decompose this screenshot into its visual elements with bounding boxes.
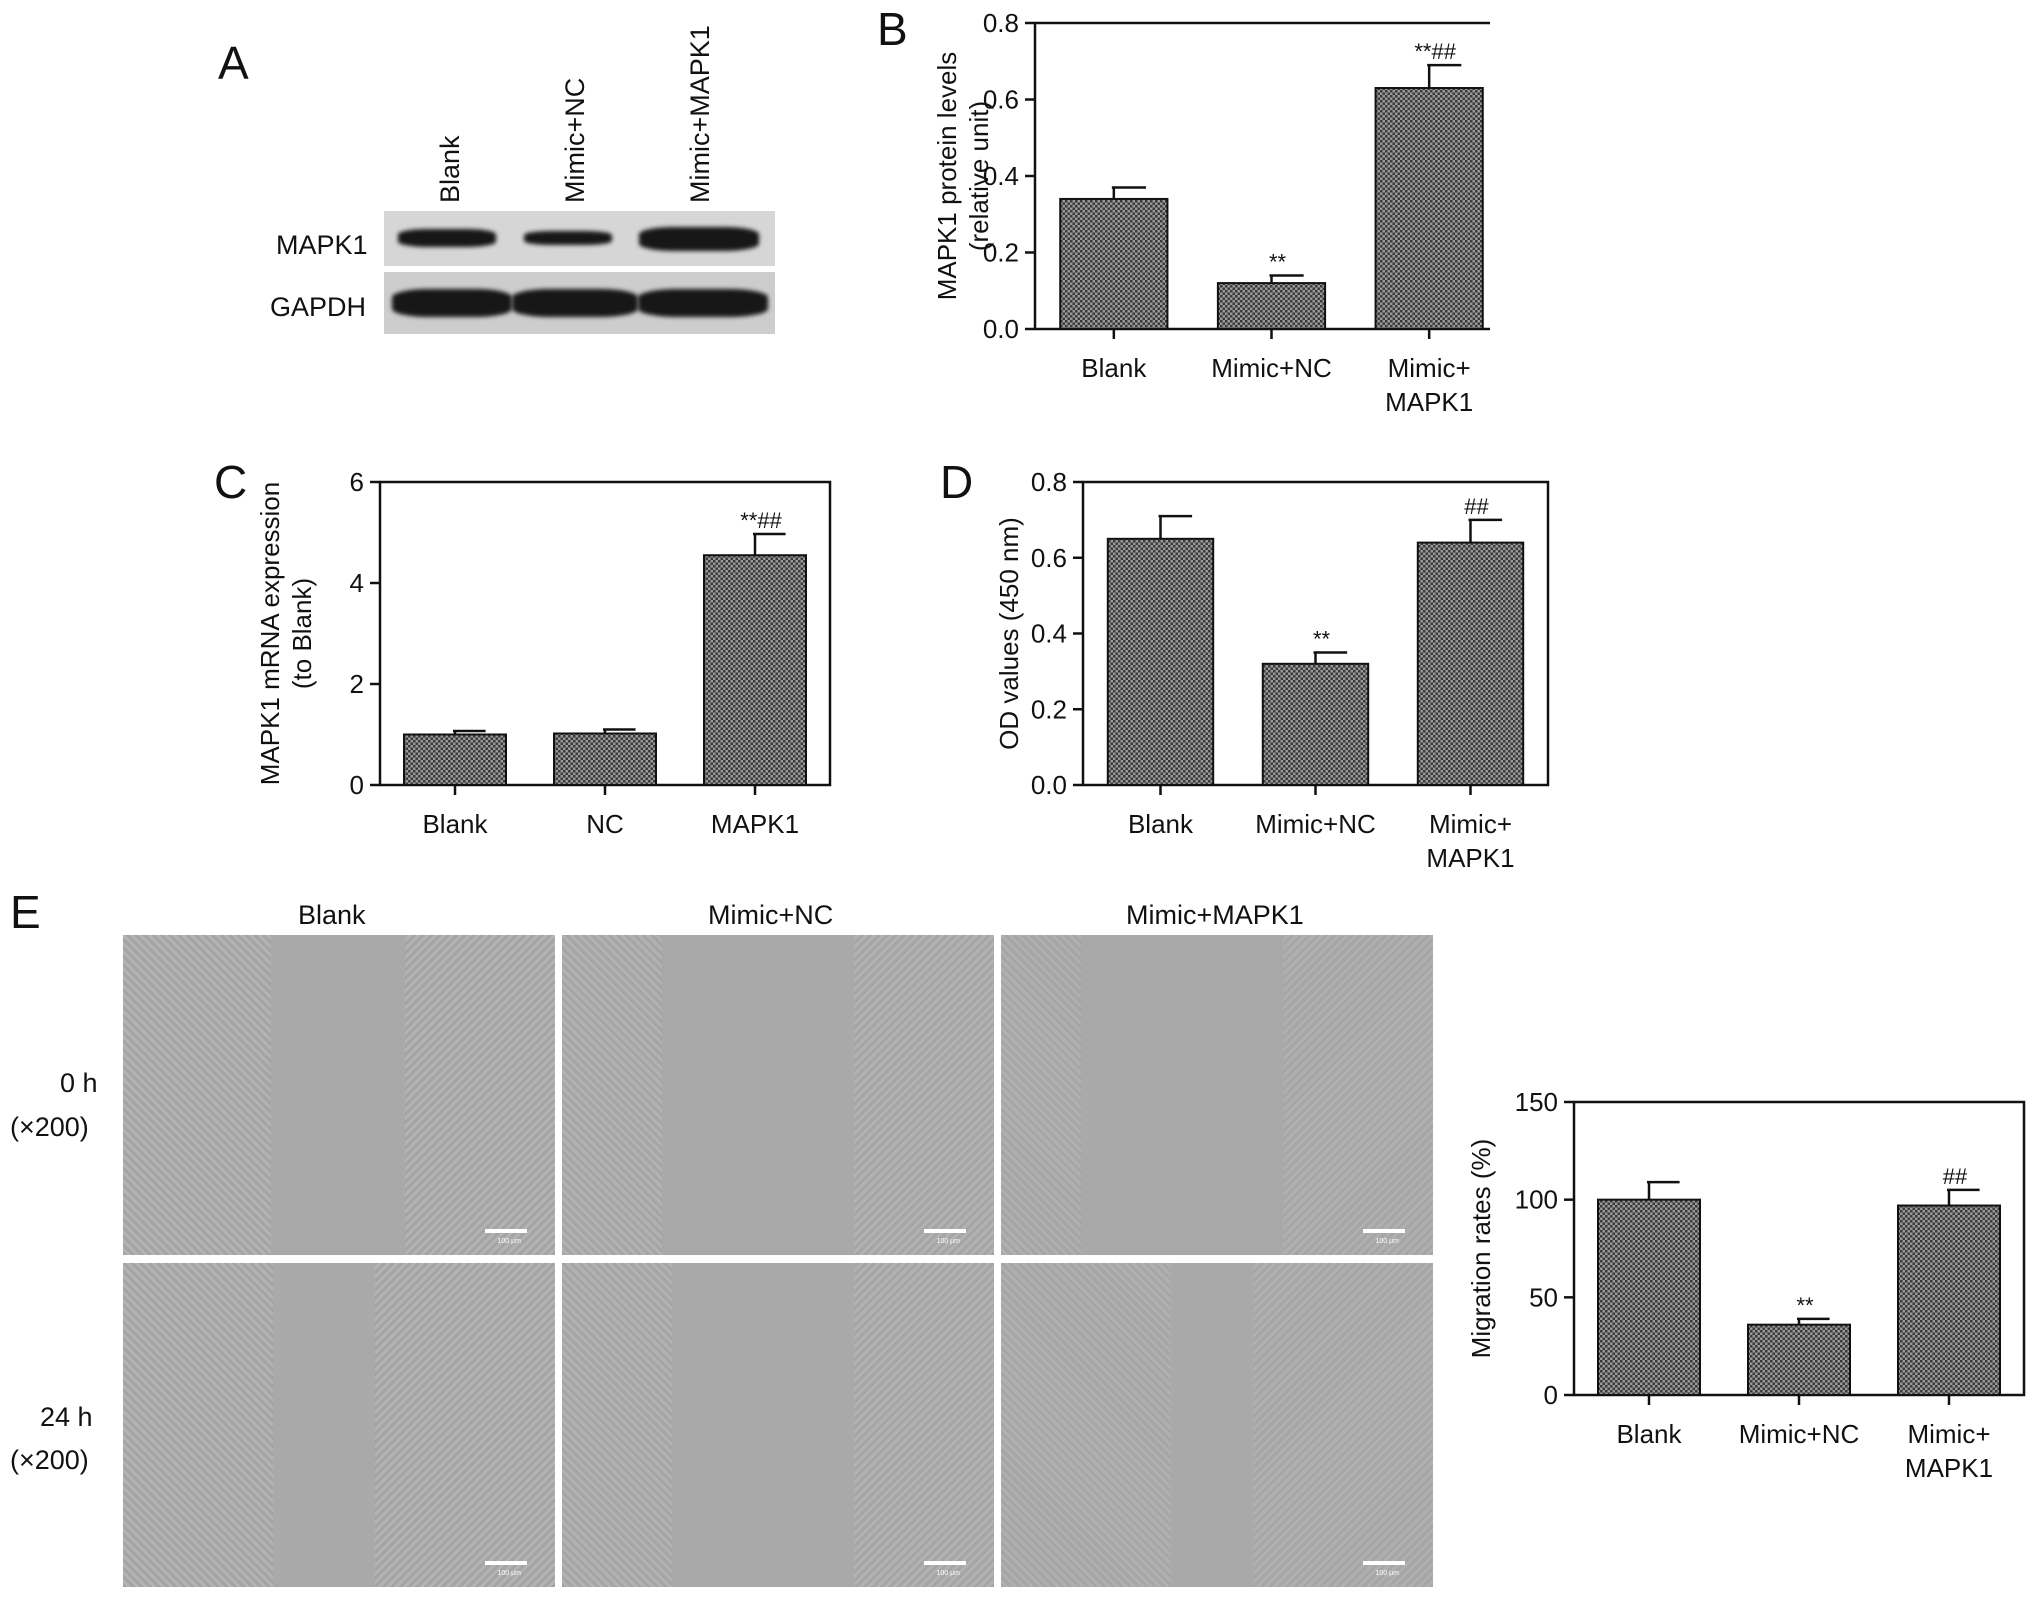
x-tick-label: MAPK1 xyxy=(711,809,799,839)
blot-band-mapk1-mimic-nc xyxy=(524,231,612,245)
blot-band-gapdh-blank xyxy=(392,289,512,317)
significance-label: **## xyxy=(1414,39,1456,64)
bar-mimic-mapk1 xyxy=(1897,1204,2001,1396)
row-label-0h: 0 h xyxy=(60,1068,98,1098)
blot-strip-gapdh xyxy=(384,272,775,334)
row-label-24h: 24 h xyxy=(40,1402,93,1432)
bar-mimic-nc xyxy=(1261,662,1370,786)
x-tick-label: NC xyxy=(586,809,624,839)
y-axis-label: MAPK1 mRNA expression(to Blank) xyxy=(258,482,317,785)
column-label-mimic-nc: Mimic+NC xyxy=(708,900,834,930)
y-tick-label: 0.6 xyxy=(983,85,1019,115)
x-tick-label: Blank xyxy=(1616,1419,1682,1449)
y-tick-label: 0.0 xyxy=(983,314,1019,344)
x-tick-label: Blank xyxy=(1081,353,1147,383)
blot-band-gapdh-mimic-nc xyxy=(512,289,638,317)
chart-mapk1-protein: 0.0 0.2 0.4 0.6 0.8 MAPK1 protein levels(rela… xyxy=(932,8,1490,417)
y-tick-label: 0.2 xyxy=(983,238,1019,268)
protein-label-gapdh: GAPDH xyxy=(270,292,367,322)
y-tick-label: 0.4 xyxy=(983,161,1019,191)
panel-label-c: C xyxy=(214,456,248,508)
bar-blank xyxy=(1106,537,1215,786)
y-tick-label: 0.4 xyxy=(1031,619,1067,649)
panel-label-a: A xyxy=(218,37,249,89)
lane-label-blank: Blank xyxy=(435,135,465,203)
y-tick-label: 150 xyxy=(1515,1087,1558,1117)
y-tick-label: 4 xyxy=(350,568,364,598)
significance-label: ## xyxy=(1943,1164,1968,1189)
column-label-mimic-mapk1: Mimic+MAPK1 xyxy=(1126,900,1304,930)
micrograph-mimic-mapk1-0h: 100 μm xyxy=(1001,935,1433,1255)
bar-blank xyxy=(1059,197,1169,330)
protein-label-mapk1: MAPK1 xyxy=(276,230,368,260)
x-tick-label: Blank xyxy=(1128,809,1194,839)
scale-label: 100 μm xyxy=(497,1238,522,1245)
significance-label: ## xyxy=(1464,494,1489,519)
y-tick-label: 6 xyxy=(350,467,364,497)
x-tick-label: Mimic+ MAPK1 xyxy=(1385,353,1473,417)
y-axis-label: MAPK1 protein levels(relative unit) xyxy=(932,52,994,301)
y-tick-label: 0 xyxy=(350,770,364,800)
x-tick-label: Mimic+NC xyxy=(1255,809,1376,839)
bar-mimic-nc xyxy=(1216,282,1327,331)
y-axis-label: Migration rates (%) xyxy=(1466,1139,1496,1359)
significance-label: ** xyxy=(1269,249,1287,274)
row-label-0h-magnification: (×200) xyxy=(10,1112,89,1142)
lane-label-mimic-nc: Mimic+NC xyxy=(560,77,590,203)
y-tick-label: 0.8 xyxy=(1031,467,1067,497)
panel-label-e: E xyxy=(10,886,41,938)
micrograph-mimic-nc-0h: 100 μm xyxy=(562,935,994,1255)
scale-label: 100 μm xyxy=(1375,1570,1400,1577)
row-label-24h-magnification: (×200) xyxy=(10,1445,89,1475)
chart-mapk1-mrna: 0 2 4 6 MAPK1 mRNA expression(to Blank) Blank… xyxy=(258,467,832,839)
scale-label: 100 μm xyxy=(497,1570,522,1577)
blot-strip-mapk1 xyxy=(384,211,775,266)
column-label-blank: Blank xyxy=(298,900,366,930)
significance-label: ** xyxy=(1796,1293,1814,1318)
x-tick-label: Mimic+NC xyxy=(1739,1419,1860,1449)
bar-blank xyxy=(403,733,507,786)
y-tick-label: 100 xyxy=(1515,1185,1558,1215)
y-tick-label: 0.8 xyxy=(983,8,1019,38)
bar-blank xyxy=(1597,1198,1701,1396)
scale-label: 100 μm xyxy=(936,1238,961,1245)
micrograph-blank-0h: 100 μm xyxy=(123,935,555,1255)
lane-label-mimic-mapk1: Mimic+MAPK1 xyxy=(685,25,715,203)
bar-mimic-mapk1 xyxy=(1374,87,1484,331)
blot-band-mapk1-mimic-mapk1 xyxy=(639,227,759,251)
chart-od-values: 0.0 0.2 0.4 0.6 0.8OD values (450 nm) Blank **… xyxy=(994,467,1550,873)
panel-label-b: B xyxy=(877,3,908,55)
bar-mimic-mapk1 xyxy=(1416,541,1525,786)
x-tick-label: Blank xyxy=(422,809,488,839)
x-tick-label: Mimic+ MAPK1 xyxy=(1905,1419,1993,1483)
bar-mimic-nc xyxy=(1747,1323,1851,1396)
panel-label-d: D xyxy=(940,456,974,508)
y-tick-label: 0.2 xyxy=(1031,694,1067,724)
y-axis-label: OD values (450 nm) xyxy=(994,517,1024,750)
significance-label: ** xyxy=(1313,626,1331,651)
y-tick-label: 0 xyxy=(1544,1380,1558,1410)
scale-label: 100 μm xyxy=(1375,1238,1400,1245)
blot-band-gapdh-mimic-mapk1 xyxy=(638,289,768,317)
bar-nc xyxy=(553,732,657,786)
micrograph-blank-24h: 100 μm xyxy=(123,1263,555,1587)
y-tick-label: 2 xyxy=(350,669,364,699)
y-tick-label: 0.0 xyxy=(1031,770,1067,800)
y-tick-label: 50 xyxy=(1529,1282,1558,1312)
micrograph-mimic-mapk1-24h: 100 μm xyxy=(1001,1263,1433,1587)
chart-migration-rates: 0 50 100 150 Migration rates (%) Blank ** Mimic… xyxy=(1466,1087,2026,1483)
micrograph-mimic-nc-24h: 100 μm xyxy=(562,1263,994,1587)
x-tick-label: Mimic+ MAPK1 xyxy=(1426,809,1514,873)
y-tick-label: 0.6 xyxy=(1031,543,1067,573)
blot-band-mapk1-blank xyxy=(398,229,496,247)
x-tick-label: Mimic+NC xyxy=(1211,353,1332,383)
scale-label: 100 μm xyxy=(936,1570,961,1577)
significance-label: **## xyxy=(740,508,782,533)
bar-mapk1 xyxy=(703,554,807,786)
